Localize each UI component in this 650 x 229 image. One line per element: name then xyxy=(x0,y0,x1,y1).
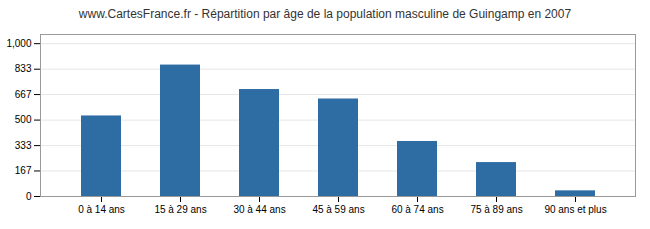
svg-text:75 à 89 ans: 75 à 89 ans xyxy=(470,204,522,215)
svg-text:45 à 59 ans: 45 à 59 ans xyxy=(312,204,364,215)
svg-text:667: 667 xyxy=(15,89,32,100)
svg-text:0: 0 xyxy=(26,191,32,202)
svg-text:90 ans et plus: 90 ans et plus xyxy=(544,204,606,215)
svg-text:60 à 74 ans: 60 à 74 ans xyxy=(391,204,443,215)
svg-text:833: 833 xyxy=(15,63,32,74)
svg-text:15 à 29 ans: 15 à 29 ans xyxy=(154,204,206,215)
html-text:www.CartesFrance.fr - Répartit: www.CartesFrance.fr - Répartition par âg… xyxy=(78,7,572,21)
svg-text:1,000: 1,000 xyxy=(6,38,31,49)
svg-text:333: 333 xyxy=(15,140,32,151)
svg-text:167: 167 xyxy=(15,165,32,176)
svg-text:500: 500 xyxy=(15,114,32,125)
svg-text:30 à 44 ans: 30 à 44 ans xyxy=(233,204,285,215)
svg-text:0 à 14 ans: 0 à 14 ans xyxy=(78,204,125,215)
